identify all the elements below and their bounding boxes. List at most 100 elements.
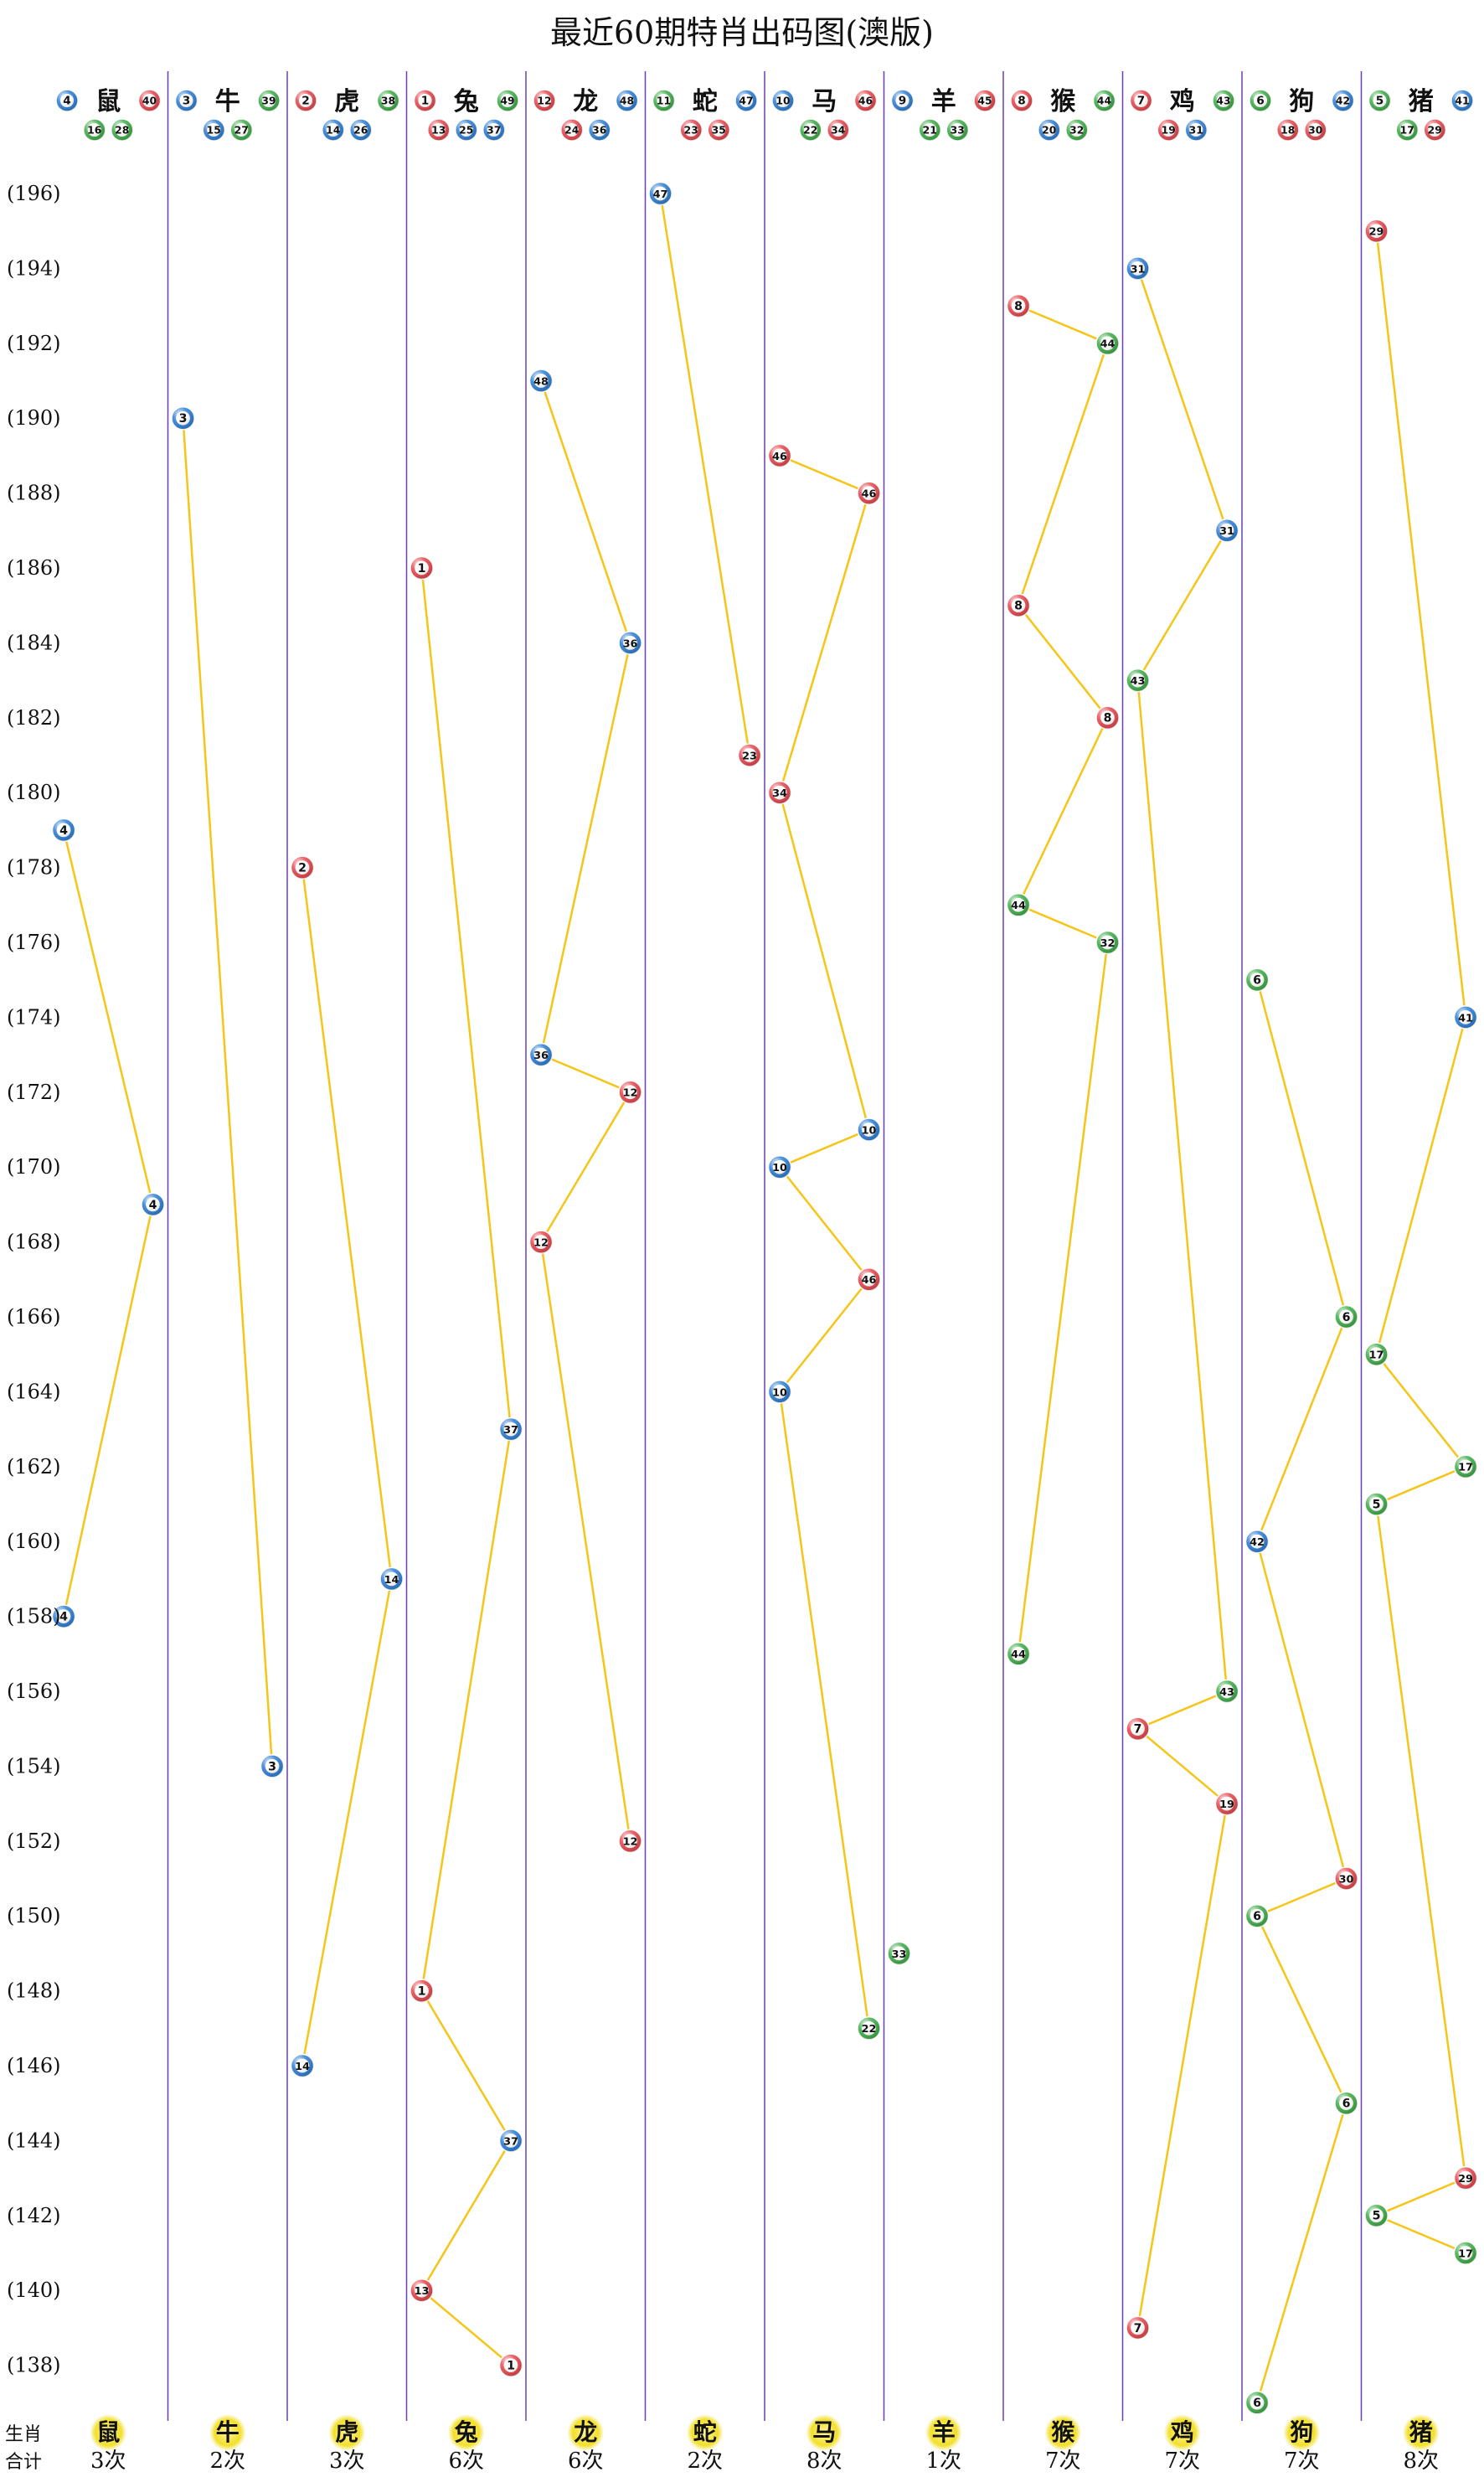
column-footer: 龙 6次 xyxy=(567,2414,605,2474)
ball-number: 5 xyxy=(1376,95,1384,108)
y-tick-label: (186) xyxy=(7,556,61,580)
y-tick-label: (160) xyxy=(7,1530,61,1553)
ball-shine xyxy=(529,1231,553,1254)
header-ball: 20 xyxy=(1038,118,1061,142)
ball-number: 8 xyxy=(1014,600,1023,613)
ball-shine xyxy=(1213,90,1234,111)
data-point: 37 xyxy=(498,2129,523,2153)
data-point: 44 xyxy=(1006,1642,1031,1666)
ball-shine xyxy=(1250,90,1271,111)
header-ball: 15 xyxy=(202,118,225,142)
ball-shine xyxy=(1215,1792,1239,1815)
ball-shine xyxy=(1451,90,1473,111)
data-point: 17 xyxy=(1453,1454,1478,1479)
ball-number: 18 xyxy=(1280,125,1295,137)
footer-count: 2次 xyxy=(209,2449,245,2474)
footer-zodiac-glow xyxy=(686,2414,724,2451)
ball-number: 28 xyxy=(115,125,129,137)
ball-shine xyxy=(291,856,314,880)
ball-number: 6 xyxy=(1253,1910,1261,1923)
y-tick-label: (190) xyxy=(7,406,61,430)
ball-number: 36 xyxy=(592,125,606,137)
column-header: 7 43 鸡 19 31 xyxy=(1129,87,1235,142)
ball-shine xyxy=(295,90,317,111)
ball-number: 37 xyxy=(503,2135,518,2148)
ball-number: 16 xyxy=(87,125,101,137)
footer-count: 1次 xyxy=(925,2449,961,2474)
ball-shine xyxy=(1126,668,1149,692)
ball-number: 7 xyxy=(1134,1723,1142,1736)
ball-number: 24 xyxy=(564,125,580,137)
ball-shine xyxy=(1365,2204,1388,2227)
ball-number: 39 xyxy=(261,95,276,107)
header-ball: 32 xyxy=(1065,118,1089,142)
ball-number: 4 xyxy=(149,1199,157,1212)
series-line xyxy=(182,418,274,1767)
footer-zodiac-label: 鼠 xyxy=(96,2418,120,2446)
data-point: 33 xyxy=(887,1941,911,1966)
header-ball: 41 xyxy=(1451,89,1474,112)
ball-number: 13 xyxy=(415,2285,430,2298)
ball-number: 30 xyxy=(1339,1873,1354,1886)
ball-shine xyxy=(427,119,450,141)
ball-shine xyxy=(858,482,880,505)
ball-shine xyxy=(1454,2166,1477,2190)
ball-shine xyxy=(322,119,344,141)
column-footer: 鸡 7次 xyxy=(1163,2414,1201,2474)
ball-shine xyxy=(1454,2242,1477,2264)
header-ball: 44 xyxy=(1092,89,1116,112)
ball-shine xyxy=(827,119,849,141)
y-tick-label: (184) xyxy=(7,631,61,654)
ball-shine xyxy=(482,119,505,141)
header-zodiac-label: 猪 xyxy=(1409,87,1434,116)
header-ball: 40 xyxy=(137,89,162,112)
footer-count: 7次 xyxy=(1045,2449,1081,2474)
y-tick-label: (138) xyxy=(7,2354,61,2377)
y-tick-label: (182) xyxy=(7,706,61,730)
ball-number: 17 xyxy=(1458,1462,1473,1474)
footer-count: 2次 xyxy=(687,2449,723,2474)
ball-shine xyxy=(619,1081,642,1104)
ball-number: 36 xyxy=(533,1050,549,1062)
header-ball: 6 xyxy=(1249,89,1272,112)
ball-number: 20 xyxy=(1042,125,1056,137)
header-ball: 5 xyxy=(1368,89,1392,112)
data-point: 31 xyxy=(1214,519,1239,543)
header-ball: 7 xyxy=(1129,89,1153,112)
ball-shine xyxy=(1096,332,1119,355)
ball-number: 34 xyxy=(831,125,846,137)
ball-number: 4 xyxy=(59,824,68,838)
ball-shine xyxy=(380,1567,403,1591)
footer-zodiac-label: 猴 xyxy=(1051,2418,1074,2446)
ball-number: 4 xyxy=(59,1610,68,1623)
ball-shine xyxy=(1365,219,1388,243)
ball-number: 5 xyxy=(1373,2210,1381,2223)
column-footer: 羊 1次 xyxy=(925,2414,962,2474)
data-point: 1 xyxy=(498,2353,523,2377)
footer-zodiac-glow xyxy=(209,2414,246,2451)
column-footer: 蛇 2次 xyxy=(686,2414,724,2474)
series-line xyxy=(539,380,632,1841)
ball-number: 48 xyxy=(620,95,634,107)
ball-number: 29 xyxy=(1428,125,1442,137)
header-zodiac-label: 猴 xyxy=(1050,87,1075,116)
ball-shine xyxy=(588,119,611,141)
ball-shine xyxy=(858,2016,880,2040)
data-point: 31 xyxy=(1126,256,1150,281)
header-ball: 34 xyxy=(827,118,850,142)
footer-zodiac-glow xyxy=(90,2414,127,2451)
ball-shine xyxy=(499,2129,523,2152)
header-ball: 8 xyxy=(1010,89,1033,112)
ball-number: 46 xyxy=(772,451,787,463)
ball-shine xyxy=(768,1155,791,1179)
column-footer: 兔 6次 xyxy=(447,2414,485,2474)
data-point: 32 xyxy=(1095,930,1120,955)
ball-shine xyxy=(497,90,518,111)
ball-number: 43 xyxy=(1219,1686,1234,1699)
ball-shine xyxy=(946,119,969,141)
header-ball: 4 xyxy=(55,89,79,112)
data-point: 12 xyxy=(618,1829,642,1854)
data-point: 30 xyxy=(1334,1866,1358,1891)
ball-shine xyxy=(349,119,372,141)
